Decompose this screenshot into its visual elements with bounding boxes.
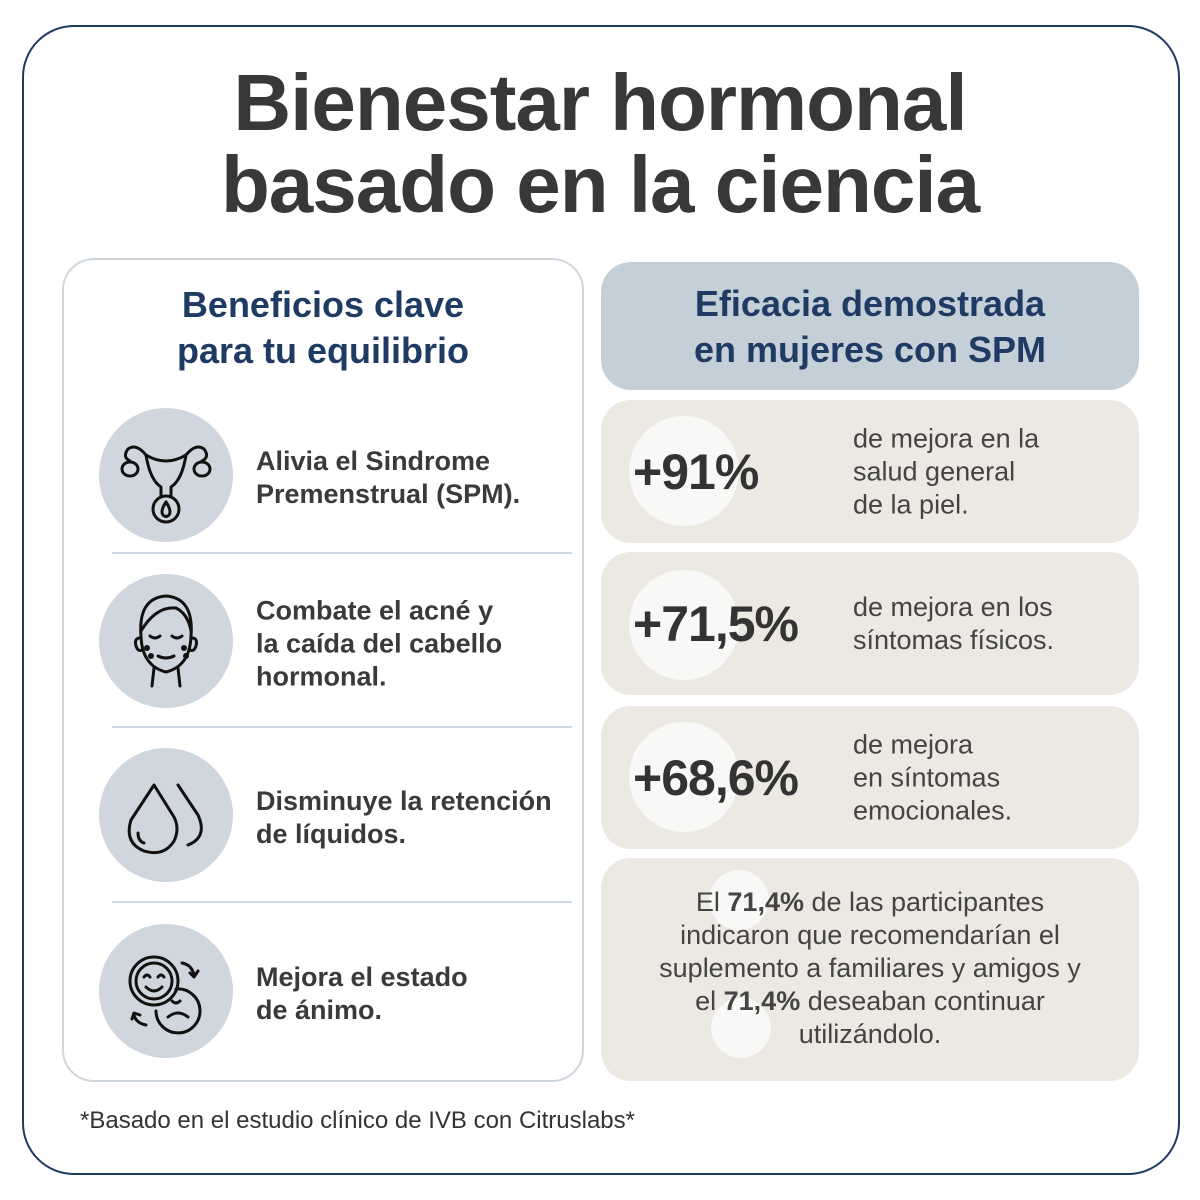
benefit-item: Combate el acné y la caída del cabello hor… bbox=[99, 574, 579, 714]
efficacy-heading: Eficacia demostrada en mujeres con SPM bbox=[601, 262, 1139, 390]
stat-description: de mejora en los síntomas físicos. bbox=[853, 591, 1055, 655]
divider bbox=[112, 726, 572, 728]
page-title: Bienestar hormonal basado en la ciencia bbox=[220, 58, 980, 229]
stat-description: de mejora en síntomas emocionales. bbox=[853, 729, 1013, 825]
stat-card: +91% de mejora en la salud general de la p… bbox=[601, 400, 1139, 543]
summary-text: El 71,4% de las participantes indicaron … bbox=[659, 887, 1081, 1049]
mood-faces-icon bbox=[99, 924, 233, 1058]
stat-highlight-circle bbox=[629, 570, 739, 680]
uterus-icon bbox=[99, 408, 233, 542]
face-acne-icon bbox=[99, 574, 233, 708]
stat-value: +68,6% bbox=[633, 749, 799, 806]
stat-value: +71,5% bbox=[633, 595, 799, 652]
benefit-item: Alivia el Sindrome Premenstrual (SPM). bbox=[99, 408, 579, 548]
water-drops-icon bbox=[99, 748, 233, 882]
stat-description: de mejora en la salud general de la piel. bbox=[853, 423, 1040, 519]
stat-card: +68,6% de mejora en síntomas emocionales. bbox=[601, 706, 1139, 849]
stat-highlight-circle bbox=[629, 416, 739, 526]
benefits-panel: Beneficios clave para tu equilibrio Alivi… bbox=[62, 258, 584, 1082]
benefit-text: Alivia el Sindrome Premenstrual (SPM). bbox=[256, 446, 521, 509]
benefits-heading: Beneficios clave para tu equilibrio bbox=[176, 284, 470, 371]
footnote: *Basado en el estudio clínico de IVB con… bbox=[80, 1107, 635, 1134]
benefit-text: Combate el acné y la caída del cabello hor… bbox=[256, 595, 503, 692]
stat-value: +91% bbox=[633, 443, 759, 500]
divider bbox=[112, 552, 572, 554]
benefit-text: Mejora el estado de ánimo. bbox=[256, 962, 468, 1025]
infographic-frame bbox=[22, 25, 1180, 1175]
highlight-circle bbox=[709, 870, 769, 930]
benefit-text: Disminuye la retención de líquidos. bbox=[256, 786, 552, 849]
highlight-circle bbox=[711, 998, 771, 1058]
stat-highlight-circle bbox=[629, 722, 739, 832]
stat-card: +71,5% de mejora en los síntomas físicos. bbox=[601, 552, 1139, 695]
benefit-item: Mejora el estado de ánimo. bbox=[99, 924, 579, 1064]
benefit-item: Disminuye la retención de líquidos. bbox=[99, 748, 579, 888]
divider bbox=[112, 901, 572, 903]
summary-card: El 71,4% de las participantes indicaron … bbox=[601, 858, 1139, 1081]
